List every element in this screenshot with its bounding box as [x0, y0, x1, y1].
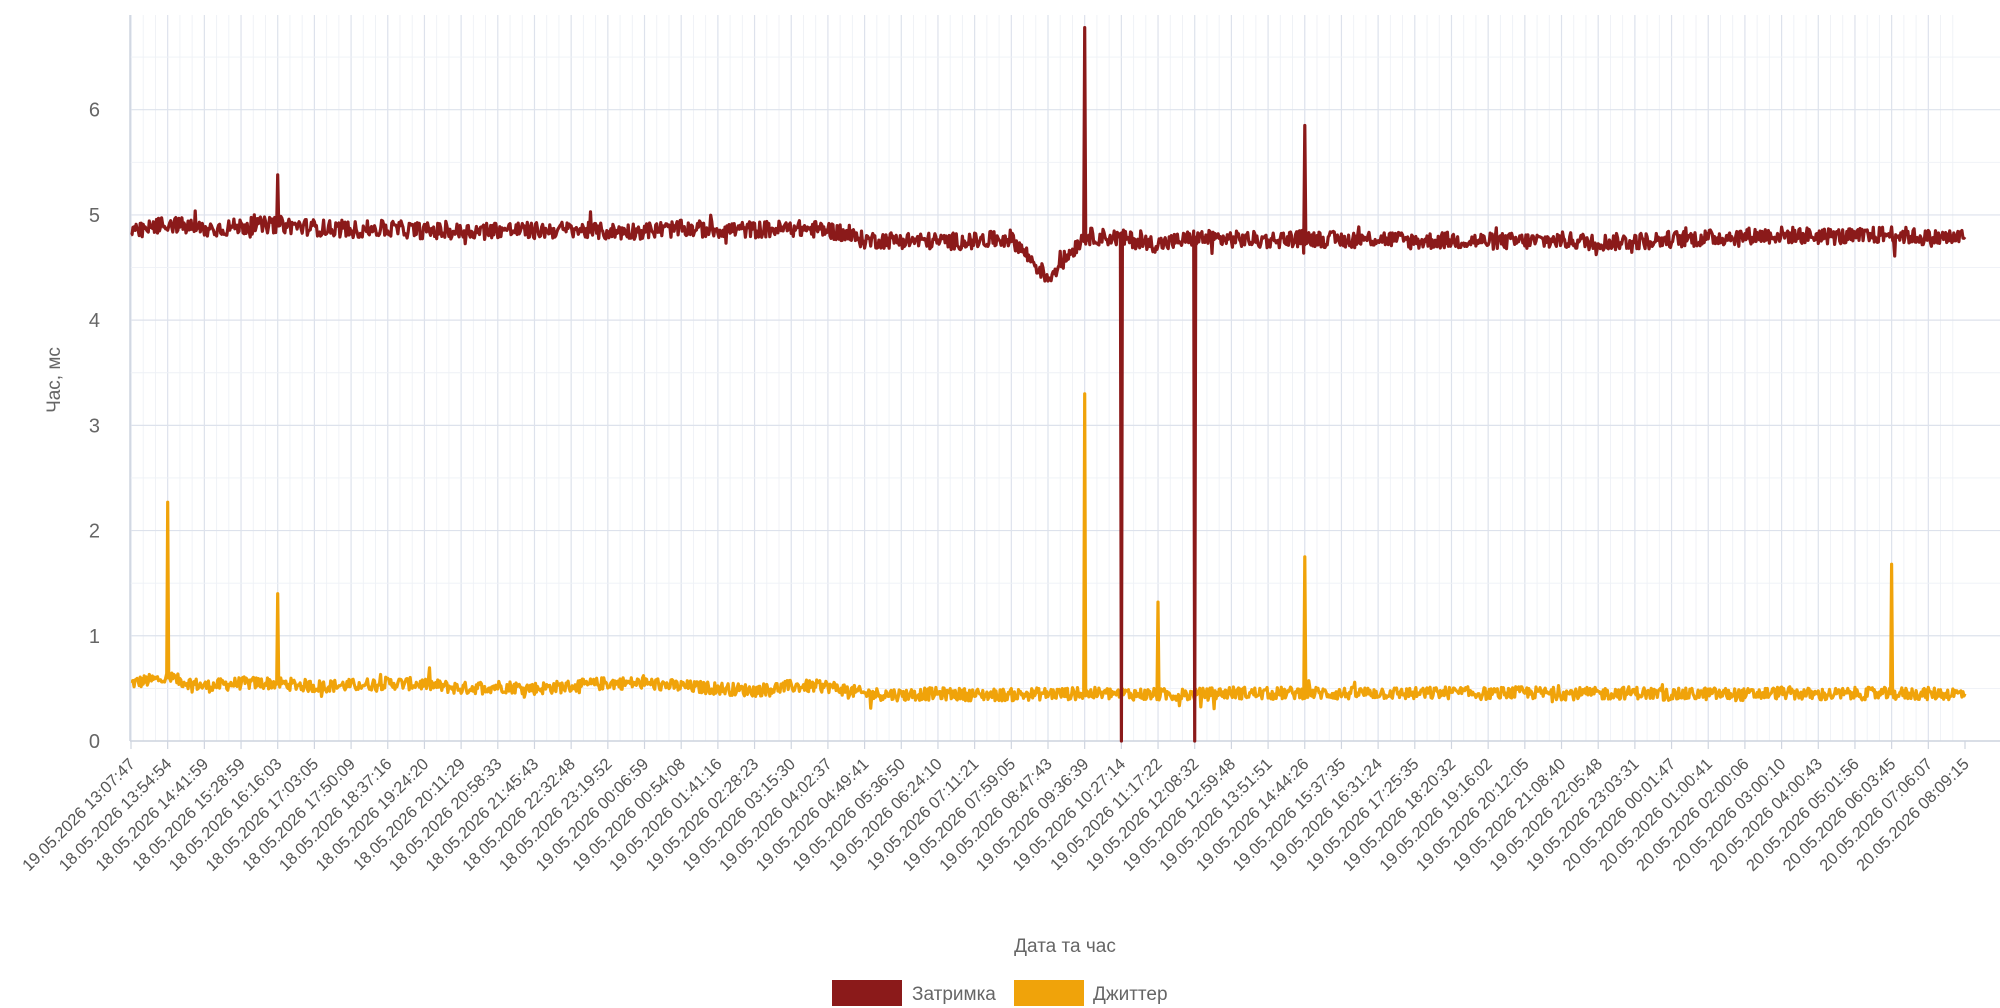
y-tick-label: 3: [89, 415, 100, 437]
legend-label-jitter[interactable]: Джиттер: [1093, 984, 1168, 1005]
gridlines: [130, 15, 2000, 742]
legend[interactable]: Затримка Джиттер: [832, 980, 1168, 1006]
series-lines: [130, 26, 1967, 743]
y-tick-label: 6: [89, 100, 100, 122]
axes: [129, 15, 2000, 749]
y-tick-label: 4: [89, 310, 100, 332]
y-axis-title: Час, мс: [44, 347, 65, 413]
legend-swatch-jitter[interactable]: [1014, 980, 1084, 1006]
y-tick-label: 2: [89, 521, 100, 543]
series-line-1: [130, 392, 1967, 711]
series-line-0: [130, 26, 1967, 743]
x-axis-title: Дата та час: [1014, 936, 1116, 957]
y-tick-labels: 0 1 2 3 4 5 6: [89, 100, 100, 753]
y-tick-label: 5: [89, 205, 100, 227]
legend-swatch-latency[interactable]: [832, 980, 902, 1006]
y-tick-label: 1: [89, 626, 100, 648]
y-tick-label: 0: [89, 731, 100, 753]
legend-label-latency[interactable]: Затримка: [912, 984, 996, 1005]
